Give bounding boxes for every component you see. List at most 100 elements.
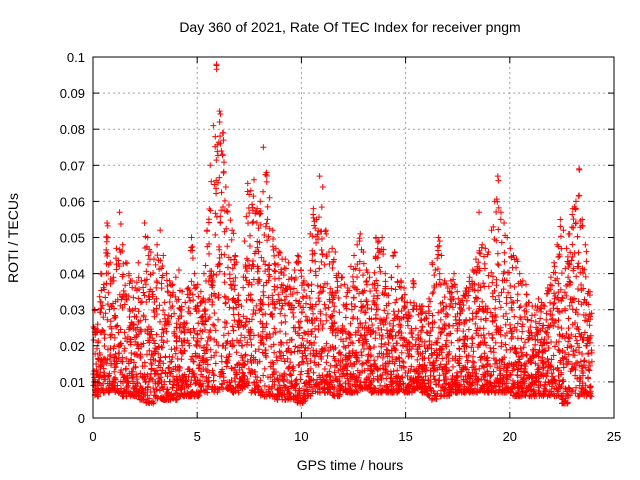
data-point [207, 207, 214, 214]
data-point [272, 245, 279, 252]
data-point [428, 350, 435, 357]
data-point [111, 368, 118, 375]
data-point [221, 228, 228, 235]
data-point [555, 338, 562, 345]
data-point [295, 253, 302, 260]
data-point [274, 375, 281, 382]
data-point [474, 325, 481, 332]
data-point [522, 339, 529, 346]
data-point [121, 329, 128, 336]
data-point [230, 342, 237, 349]
data-point [141, 220, 148, 227]
data-point [190, 297, 197, 304]
data-point [301, 329, 308, 336]
data-point [419, 308, 426, 315]
data-point [572, 366, 579, 373]
data-point [566, 335, 573, 342]
data-point [312, 334, 319, 341]
data-point [318, 246, 325, 253]
data-point [185, 285, 192, 292]
data-point [365, 357, 372, 364]
data-point [199, 373, 206, 380]
data-point [202, 318, 209, 325]
data-point [412, 325, 419, 332]
data-point [120, 379, 127, 386]
data-point [217, 140, 224, 147]
data-point [241, 372, 248, 379]
data-point [96, 309, 103, 316]
data-point [143, 351, 150, 358]
data-point [262, 261, 269, 268]
data-point [481, 335, 488, 342]
data-point [425, 320, 432, 327]
data-point [326, 248, 333, 255]
data-point [337, 351, 344, 358]
data-point [336, 382, 343, 389]
data-point [324, 252, 331, 259]
data-point [153, 367, 160, 374]
data-point [271, 325, 278, 332]
data-point [155, 350, 162, 357]
data-point [275, 378, 282, 385]
data-point [146, 296, 153, 303]
data-point [509, 367, 516, 374]
data-point [168, 358, 175, 365]
data-point [260, 258, 267, 265]
data-point [213, 349, 220, 356]
data-point [146, 331, 153, 338]
data-point [156, 357, 163, 364]
x-tick-label: 5 [194, 429, 201, 444]
data-point [192, 285, 199, 292]
data-point [363, 278, 370, 285]
data-point [181, 347, 188, 354]
data-point [463, 285, 470, 292]
data-point [472, 256, 479, 263]
data-point [338, 282, 345, 289]
data-point [221, 279, 228, 286]
data-point [303, 355, 310, 362]
data-point [176, 363, 183, 370]
data-point [580, 270, 587, 277]
data-point [566, 230, 573, 237]
data-point [525, 383, 532, 390]
data-point [587, 383, 594, 390]
data-point [570, 265, 577, 272]
data-point [392, 347, 399, 354]
data-point [253, 302, 260, 309]
data-point [285, 345, 292, 352]
data-point [401, 285, 408, 292]
data-point [226, 304, 233, 311]
data-point [269, 292, 276, 299]
data-point [301, 277, 308, 284]
data-point [148, 328, 155, 335]
data-point [576, 192, 583, 199]
data-point [498, 339, 505, 346]
data-point [494, 198, 501, 205]
data-point [464, 357, 471, 364]
data-point [428, 341, 435, 348]
data-point [568, 366, 575, 373]
data-point [582, 241, 589, 248]
data-point [145, 252, 152, 259]
data-point [569, 241, 576, 248]
data-point [228, 285, 235, 292]
data-point [556, 253, 563, 260]
data-point [274, 357, 281, 364]
data-point [366, 385, 373, 392]
data-point [548, 363, 555, 370]
data-point [319, 288, 326, 295]
data-point [216, 108, 223, 115]
data-point [156, 375, 163, 382]
data-point [99, 302, 106, 309]
x-tick-label: 10 [294, 429, 308, 444]
data-point [296, 385, 303, 392]
data-point [201, 350, 208, 357]
data-point [390, 343, 397, 350]
data-point [412, 375, 419, 382]
data-point [378, 246, 385, 253]
data-point [433, 395, 440, 402]
data-point [231, 261, 238, 268]
data-point [233, 304, 240, 311]
data-point [132, 363, 139, 370]
data-point [493, 282, 500, 289]
